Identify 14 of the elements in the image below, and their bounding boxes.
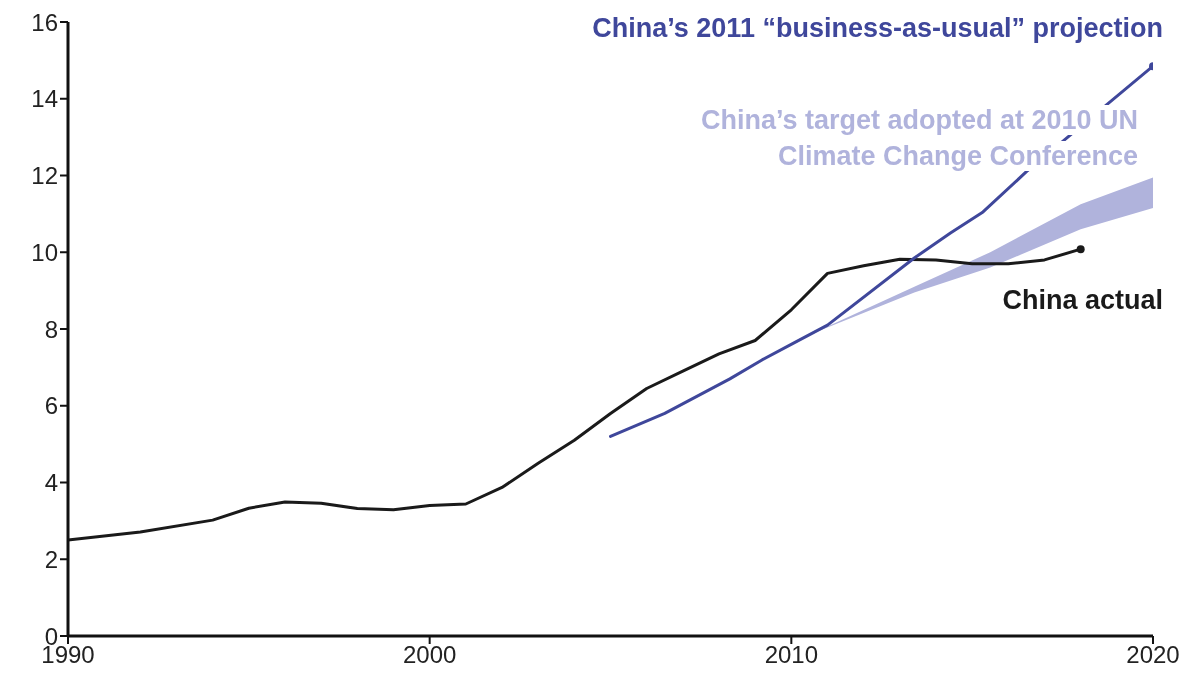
series-label: China actual	[1002, 285, 1163, 315]
y-tick-label: 14	[31, 85, 58, 113]
y-tick-label: 16	[31, 8, 58, 36]
x-tick-label: 2000	[402, 641, 457, 669]
x-tick-label: 2010	[764, 641, 819, 669]
y-tick-label: 8	[44, 315, 58, 343]
y-tick-label: 10	[31, 238, 58, 266]
legend-label: China’s target adopted at 2010 UN Climate Change Conference	[700, 105, 1138, 171]
x-tick-label: 2020	[1126, 641, 1180, 669]
y-tick-label: 2	[44, 545, 58, 573]
y-tick-label: 6	[44, 392, 58, 420]
series-label: China’s 2011 “business-as-usual” projection	[592, 13, 1163, 43]
y-tick-label: 4	[44, 469, 58, 497]
y-tick-label: 12	[31, 162, 58, 190]
